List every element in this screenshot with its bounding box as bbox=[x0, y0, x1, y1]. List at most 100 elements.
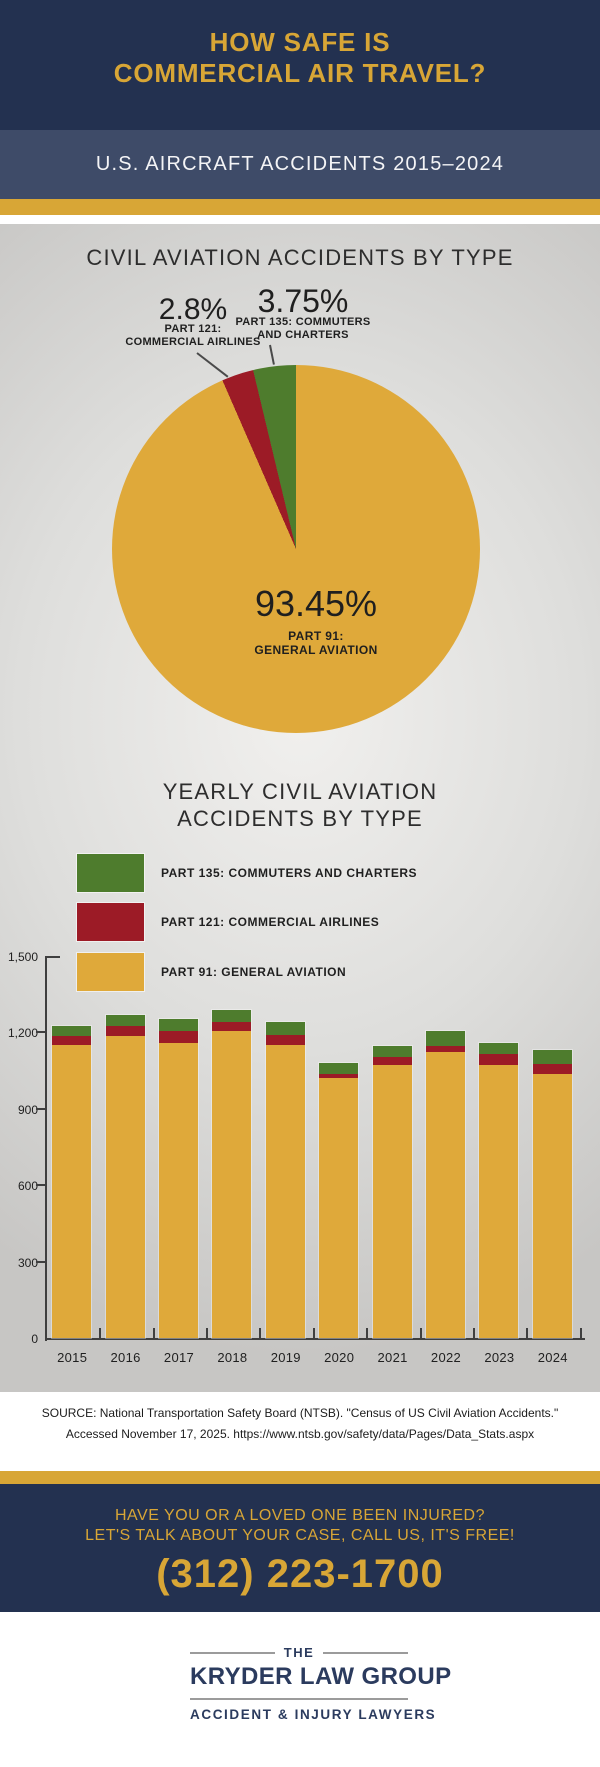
y-axis-tick bbox=[36, 1031, 46, 1034]
y-axis bbox=[45, 956, 47, 1341]
leader-line-part121 bbox=[196, 352, 229, 378]
y-axis-label-0: 0 bbox=[31, 1332, 38, 1346]
y-axis-label-1200: 1,200 bbox=[7, 1026, 38, 1041]
pie-chart-title: CIVIL AVIATION ACCIDENTS BY TYPE bbox=[86, 245, 514, 270]
bar-2015 bbox=[51, 1024, 93, 1339]
bar-2023-segment-part91 bbox=[479, 1065, 519, 1338]
bar-2017-segment-part135 bbox=[159, 1019, 198, 1032]
x-axis-tick bbox=[579, 1328, 582, 1339]
bar-2022-segment-part135 bbox=[426, 1031, 465, 1047]
pie-label-part135-pct: 3.75% bbox=[257, 283, 349, 319]
legend-item-part91: PART 91: GENERAL AVIATION bbox=[0, 952, 600, 992]
bar-2017 bbox=[158, 1018, 199, 1339]
source-line2: Accessed November 17, 2025. https://www.… bbox=[65, 1427, 535, 1441]
x-axis-label-2023: 2023 bbox=[484, 1350, 515, 1365]
y-axis-label-300: 300 bbox=[17, 1255, 38, 1270]
logo-right-rule bbox=[323, 1651, 408, 1654]
bar-2019-segment-part121 bbox=[265, 1034, 305, 1046]
logo-left-rule bbox=[190, 1651, 275, 1654]
legend-label-part121: PART 121: COMMERCIAL AIRLINES bbox=[161, 915, 380, 929]
y-axis-tick bbox=[36, 1184, 46, 1187]
bar-2015-segment-part135 bbox=[52, 1025, 92, 1036]
legend-label-part91: PART 91: GENERAL AVIATION bbox=[161, 965, 347, 979]
phone-number[interactable]: (312) 223-1700 bbox=[156, 1552, 444, 1596]
x-axis-label-2019: 2019 bbox=[270, 1350, 301, 1365]
bar-2023-segment-part121 bbox=[479, 1053, 519, 1066]
bar-chart-title-line1: YEARLY CIVIL AVIATION bbox=[162, 779, 438, 804]
pie-chart bbox=[112, 365, 480, 733]
bar-2020-segment-part91 bbox=[319, 1078, 359, 1338]
bar-2021-segment-part135 bbox=[372, 1046, 412, 1057]
bar-chart-title-line2: ACCIDENTS BY TYPE bbox=[177, 806, 423, 831]
legend-label-part135: PART 135: COMMUTERS AND CHARTERS bbox=[161, 866, 418, 880]
source-line1: SOURCE: National Transportation Safety B… bbox=[41, 1406, 559, 1420]
x-axis-tick bbox=[472, 1328, 475, 1339]
source-citation: SOURCE: National Transportation Safety B… bbox=[30, 1403, 570, 1445]
x-axis-tick bbox=[205, 1328, 208, 1339]
cta-line1: HAVE YOU OR A LOVED ONE BEEN INJURED? bbox=[114, 1507, 485, 1524]
charts-panel: CIVIL AVIATION ACCIDENTS BY TYPE 2.8% PA… bbox=[0, 224, 600, 1392]
x-axis-tick bbox=[419, 1328, 422, 1339]
bar-2022 bbox=[425, 1030, 466, 1339]
bar-2018-segment-part121 bbox=[212, 1022, 252, 1032]
bar-2021-segment-part91 bbox=[372, 1065, 412, 1338]
bar-2016-segment-part121 bbox=[105, 1026, 145, 1037]
bar-2019-segment-part135 bbox=[265, 1022, 305, 1035]
bar-2022-segment-part91 bbox=[426, 1051, 465, 1338]
x-axis-label-2018: 2018 bbox=[217, 1350, 248, 1365]
logo-tagline: ACCIDENT & INJURY LAWYERS bbox=[190, 1707, 437, 1722]
bar-2023 bbox=[478, 1041, 520, 1339]
pie-label-part135-caption: PART 135: COMMUTERS AND CHARTERS bbox=[235, 316, 371, 341]
bar-2021-segment-part121 bbox=[372, 1056, 412, 1066]
x-axis-tick bbox=[99, 1328, 102, 1339]
x-axis-label-2021: 2021 bbox=[377, 1350, 408, 1365]
bar-2016 bbox=[104, 1013, 146, 1339]
x-axis-tick bbox=[526, 1328, 529, 1339]
pie-label-part91-pct: 93.45% bbox=[254, 583, 378, 624]
x-axis-tick bbox=[366, 1328, 369, 1339]
logo-the: THE bbox=[283, 1645, 315, 1660]
cta-band: HAVE YOU OR A LOVED ONE BEEN INJURED? LE… bbox=[0, 1484, 600, 1612]
bar-2017-segment-part121 bbox=[159, 1031, 198, 1044]
header-band: HOW SAFE IS COMMERCIAL AIR TRAVEL? bbox=[0, 0, 600, 130]
bar-2024-segment-part91 bbox=[532, 1073, 572, 1338]
bar-2018-segment-part135 bbox=[212, 1010, 252, 1023]
bar-2021 bbox=[371, 1045, 413, 1339]
pie-label-part121-caption: PART 121: COMMERCIAL AIRLINES bbox=[125, 323, 261, 348]
y-axis-label-900: 900 bbox=[17, 1102, 38, 1117]
subtitle: U.S. AIRCRAFT ACCIDENTS 2015–2024 bbox=[95, 153, 505, 175]
bar-2020-segment-part135 bbox=[319, 1062, 359, 1075]
x-axis-label-2015: 2015 bbox=[57, 1350, 88, 1365]
bar-2022-segment-part121 bbox=[426, 1046, 465, 1052]
bar-2023-segment-part135 bbox=[479, 1042, 519, 1054]
gold-divider-top bbox=[0, 199, 600, 215]
legend-item-part135: PART 135: COMMUTERS AND CHARTERS bbox=[0, 853, 600, 893]
legend-swatch-red bbox=[76, 902, 145, 942]
x-axis-tick bbox=[152, 1328, 155, 1339]
bar-2020 bbox=[318, 1061, 360, 1339]
bar-2024 bbox=[531, 1049, 573, 1339]
subtitle-band: U.S. AIRCRAFT ACCIDENTS 2015–2024 bbox=[0, 130, 600, 199]
logo-name: KRYDER LAW GROUP bbox=[190, 1663, 452, 1690]
bar-2016-segment-part91 bbox=[105, 1036, 145, 1338]
page-title-line1: HOW SAFE IS bbox=[209, 27, 391, 57]
bar-chart-title: YEARLY CIVIL AVIATION ACCIDENTS BY TYPE bbox=[0, 778, 600, 832]
bar-2019 bbox=[264, 1021, 306, 1339]
pie-label-part91: 93.45% PART 91: GENERAL AVIATION bbox=[166, 583, 466, 658]
x-axis-tick bbox=[312, 1328, 315, 1339]
bar-2017-segment-part91 bbox=[159, 1043, 198, 1338]
logo-bottom-rule bbox=[190, 1698, 408, 1700]
x-axis-tick bbox=[259, 1328, 262, 1339]
bar-2024-segment-part135 bbox=[532, 1050, 572, 1065]
bar-2018-segment-part91 bbox=[212, 1031, 252, 1338]
x-axis-label-2016: 2016 bbox=[110, 1350, 141, 1365]
page-title-line2: COMMERCIAL AIR TRAVEL? bbox=[113, 58, 487, 88]
bar-2016-segment-part135 bbox=[105, 1014, 145, 1027]
bar-2015-segment-part121 bbox=[52, 1035, 92, 1046]
y-axis-label-1500: 1,500 bbox=[7, 950, 38, 964]
x-axis-label-2017: 2017 bbox=[163, 1350, 195, 1365]
pie-label-part121-pct: 2.8% bbox=[158, 293, 228, 326]
legend-swatch-green bbox=[76, 853, 145, 893]
legend-item-part121: PART 121: COMMERCIAL AIRLINES bbox=[0, 902, 600, 942]
